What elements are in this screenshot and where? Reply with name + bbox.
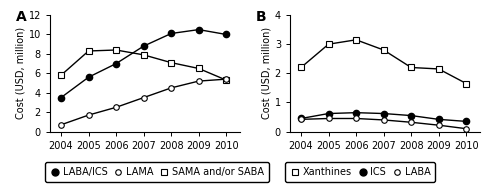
Text: A: A bbox=[16, 10, 26, 24]
Text: B: B bbox=[256, 10, 266, 24]
Legend: LABA/ICS, LAMA, SAMA and/or SABA: LABA/ICS, LAMA, SAMA and/or SABA bbox=[46, 162, 269, 182]
Y-axis label: Cost (USD, million): Cost (USD, million) bbox=[16, 27, 26, 119]
Y-axis label: Cost (USD, million): Cost (USD, million) bbox=[262, 27, 272, 119]
Legend: Xanthines, ICS, LABA: Xanthines, ICS, LABA bbox=[286, 162, 436, 182]
